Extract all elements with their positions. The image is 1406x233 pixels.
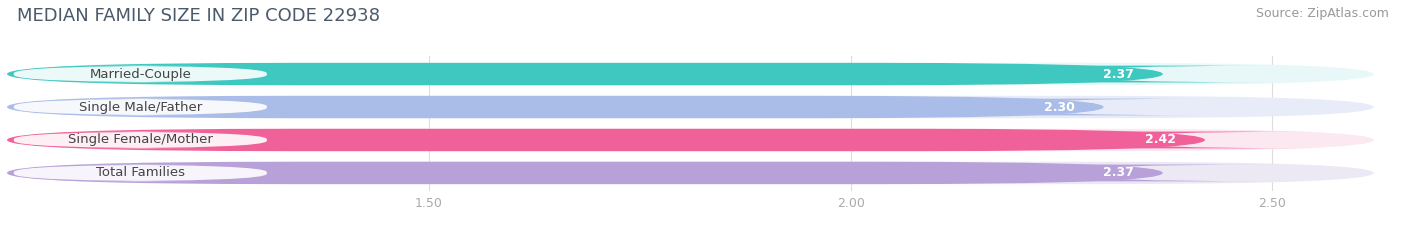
FancyBboxPatch shape [965, 66, 1272, 82]
FancyBboxPatch shape [7, 162, 1374, 184]
FancyBboxPatch shape [7, 96, 1374, 118]
FancyBboxPatch shape [7, 63, 1163, 85]
FancyBboxPatch shape [14, 99, 267, 115]
FancyBboxPatch shape [7, 63, 1374, 85]
Text: Single Male/Father: Single Male/Father [79, 100, 202, 113]
Text: Single Female/Mother: Single Female/Mother [67, 134, 212, 147]
FancyBboxPatch shape [14, 132, 267, 148]
FancyBboxPatch shape [7, 129, 1374, 151]
FancyBboxPatch shape [7, 162, 1163, 184]
Text: Source: ZipAtlas.com: Source: ZipAtlas.com [1256, 7, 1389, 20]
FancyBboxPatch shape [1007, 132, 1315, 148]
FancyBboxPatch shape [965, 164, 1272, 181]
Text: 2.37: 2.37 [1104, 68, 1133, 81]
FancyBboxPatch shape [14, 66, 267, 82]
FancyBboxPatch shape [7, 129, 1205, 151]
Text: MEDIAN FAMILY SIZE IN ZIP CODE 22938: MEDIAN FAMILY SIZE IN ZIP CODE 22938 [17, 7, 380, 25]
Text: 2.30: 2.30 [1045, 100, 1074, 113]
Text: Married-Couple: Married-Couple [90, 68, 191, 81]
Text: 2.42: 2.42 [1144, 134, 1177, 147]
Text: Total Families: Total Families [96, 166, 184, 179]
FancyBboxPatch shape [905, 99, 1213, 115]
FancyBboxPatch shape [7, 96, 1104, 118]
Text: 2.37: 2.37 [1104, 166, 1133, 179]
FancyBboxPatch shape [14, 164, 267, 181]
